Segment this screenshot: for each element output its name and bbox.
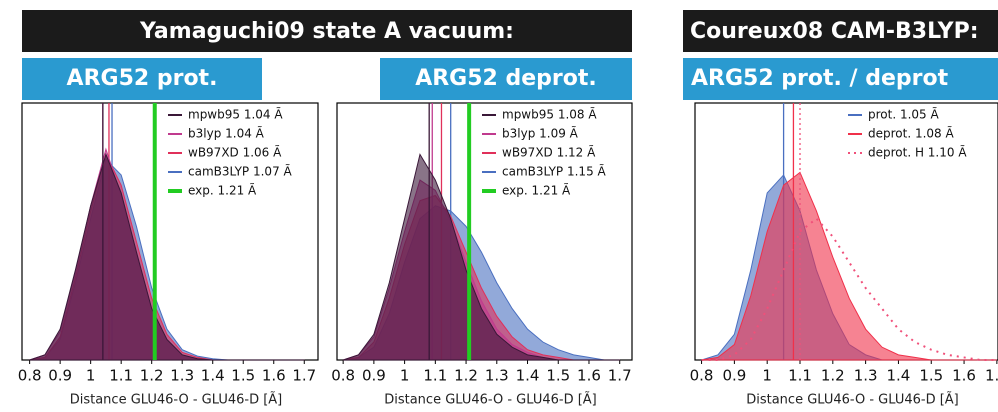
x-tick-label: 1 xyxy=(86,367,96,385)
x-tick-label: 0.8 xyxy=(331,367,355,385)
x-tick-label: 0.9 xyxy=(48,367,72,385)
x-tick-label: 1.7 xyxy=(985,367,998,385)
legend-label: exp. 1.21 Ã xyxy=(188,183,257,198)
subtitle-box xyxy=(683,58,998,100)
x-tick-label: 1.1 xyxy=(109,367,133,385)
legend-label: b3lyp 1.09 Ã xyxy=(502,126,579,141)
x-tick-label: 1.7 xyxy=(608,367,632,385)
subtitle-box xyxy=(22,58,262,100)
x-tick-label: 1.5 xyxy=(546,367,570,385)
x-tick-label: 1.4 xyxy=(516,367,540,385)
legend-label: mpwb95 1.04 Ã xyxy=(188,107,283,122)
x-axis-label: Distance GLU46-O - GLU46-D [Ã] xyxy=(384,392,597,408)
x-tick-label: 1.6 xyxy=(577,367,601,385)
banner-title: Yamaguchi09 state A vacuum: xyxy=(139,19,514,44)
density-area xyxy=(701,171,997,361)
x-tick-label: 1 xyxy=(400,367,410,385)
legend-label: b3lyp 1.04 Ã xyxy=(188,126,265,141)
banner xyxy=(22,10,632,52)
subtitle: ARG52 prot. xyxy=(67,66,218,91)
legend-label: camB3LYP 1.15 Ã xyxy=(502,164,607,179)
subtitle: ARG52 deprot. xyxy=(415,66,597,91)
x-tick-label: 1.1 xyxy=(788,367,812,385)
banner xyxy=(683,10,998,52)
x-axis-label: Distance GLU46-O - GLU46-D [Ã] xyxy=(746,392,959,408)
x-tick-label: 1.4 xyxy=(887,367,911,385)
x-tick-label: 1.2 xyxy=(140,367,164,385)
x-tick-label: 0.9 xyxy=(362,367,386,385)
x-tick-label: 1.2 xyxy=(821,367,845,385)
x-tick-label: 1.6 xyxy=(952,367,976,385)
x-tick-label: 1.3 xyxy=(170,367,194,385)
legend-label: prot. 1.05 Ã xyxy=(868,107,939,122)
banner-title: Coureux08 CAM-B3LYP: xyxy=(690,19,979,44)
x-tick-label: 1.2 xyxy=(454,367,478,385)
density-area xyxy=(29,152,305,361)
x-tick-label: 1.3 xyxy=(485,367,509,385)
x-tick-label: 1.5 xyxy=(231,367,255,385)
density-line xyxy=(701,217,997,361)
legend-label: deprot. H 1.10 Ã xyxy=(868,145,967,160)
x-tick-label: 1.5 xyxy=(919,367,943,385)
x-tick-label: 0.9 xyxy=(722,367,746,385)
legend-label: wB97XD 1.12 Ã xyxy=(502,145,596,160)
x-tick-label: 1.3 xyxy=(854,367,878,385)
legend-label: exp. 1.21 Ã xyxy=(502,183,571,198)
x-tick-label: 1.1 xyxy=(423,367,447,385)
x-tick-label: 0.8 xyxy=(18,367,42,385)
subtitle: ARG52 prot. / deprot xyxy=(691,66,949,91)
x-tick-label: 1.6 xyxy=(262,367,286,385)
subtitle-box xyxy=(380,58,632,100)
legend-label: wB97XD 1.06 Ã xyxy=(188,145,282,160)
x-tick-label: 1.4 xyxy=(201,367,225,385)
density-area xyxy=(342,153,620,361)
x-axis-label: Distance GLU46-O - GLU46-D [Ã] xyxy=(70,392,283,408)
x-tick-label: 0.8 xyxy=(690,367,714,385)
x-tick-label: 1.7 xyxy=(292,367,316,385)
legend-label: mpwb95 1.08 Ã xyxy=(502,107,597,122)
x-tick-label: 1 xyxy=(762,367,772,385)
legend-label: camB3LYP 1.07 Ã xyxy=(188,164,293,179)
legend-label: deprot. 1.08 Ã xyxy=(868,126,954,141)
